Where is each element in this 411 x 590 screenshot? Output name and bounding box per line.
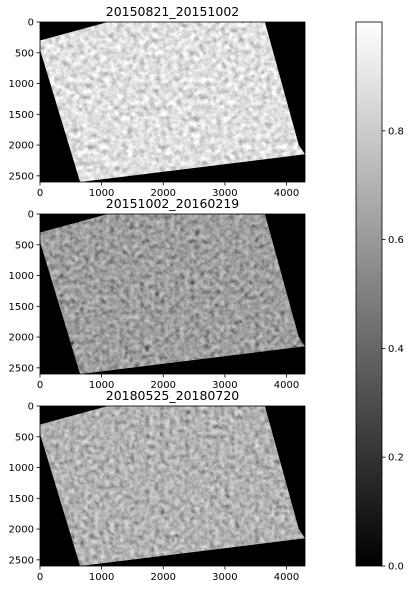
panel-3-title: 20180525_20180720 [106,388,240,403]
panel-2-y-axis: 0 500 1000 1500 2000 2500 [9,210,40,374]
panel-3-y-axis: 0 500 1000 1500 2000 2500 [9,402,40,566]
colorbar-tick-label: 0.2 [388,453,404,464]
panel-3-x-tick-label: 1000 [89,572,114,583]
panel-2-x-tick-label: 0 [37,380,43,391]
panel-3-y-tick-label: 2500 [9,555,34,566]
panel-2-y-tick-label: 1000 [9,271,34,282]
panel-1-y-axis: 0 500 1000 1500 2000 2500 [9,18,40,182]
panel-2-y-tick-label: 1500 [9,302,34,313]
panel-3-y-tick-label: 2000 [9,525,34,536]
panel-1-x-tick-label: 4000 [274,188,299,199]
panel-3-frame [39,405,306,567]
panel-2-x-tick-label: 3000 [212,380,237,391]
panel-1-x-tick-label: 3000 [212,188,237,199]
panel-1-footprint [40,22,305,182]
panel-1-y-tick-label: 500 [15,48,34,59]
panel-3-y-tick-label: 0 [28,402,34,413]
panel-2-y-tick-label: 0 [28,210,34,221]
panel-3-y-tick-label: 1000 [9,463,34,474]
panel-3-x-tick-label: 2000 [151,572,176,583]
colorbar-tick-label: 0.6 [388,235,404,246]
panel-1-frame [39,21,306,183]
panel-3-x-tick-label: 4000 [274,572,299,583]
colorbar-tick-label: 0.0 [388,562,404,573]
panel-2-x-tick-label: 2000 [151,380,176,391]
panel-1-title: 20150821_20151002 [106,4,240,19]
colorbar-tick-label: 0.4 [388,344,404,355]
panel-1-image [39,21,306,183]
panel-2: 20151002_20160219 0 1000 2000 3000 4000 0 500… [9,196,306,391]
panel-3-x-axis: 0 1000 2000 3000 4000 [37,566,299,583]
panel-2-y-tick-label: 2500 [9,363,34,374]
panel-2-y-tick-label: 500 [15,240,34,251]
panel-1-y-tick-label: 1500 [9,110,34,121]
panel-3-image [39,405,306,567]
panel-2-title: 20151002_20160219 [106,196,240,211]
panel-3-x-tick-label: 0 [37,572,43,583]
panel-2-x-axis: 0 1000 2000 3000 4000 [37,374,299,391]
colorbar: 0.0 0.2 0.4 0.6 0.8 [355,21,404,573]
panel-3-x-tick-label: 3000 [212,572,237,583]
panel-1-y-tick-label: 2500 [9,171,34,182]
panel-2-y-tick-label: 2000 [9,333,34,344]
colorbar-axis: 0.0 0.2 0.4 0.6 0.8 [382,126,404,573]
colorbar-tick-label: 0.8 [388,126,404,137]
panel-3: 20180525_20180720 0 1000 2000 3000 4000 0 500… [9,388,306,583]
panel-1-x-tick-label: 1000 [89,188,114,199]
panel-2-frame [39,213,306,375]
panel-2-x-tick-label: 1000 [89,380,114,391]
panel-3-footprint [40,406,305,566]
panel-1-x-tick-label: 2000 [151,188,176,199]
panel-1: 20150821_20151002 0 1000 2000 3000 4000 0 500… [9,4,306,199]
panel-1-x-axis: 0 1000 2000 3000 4000 [37,182,299,199]
panel-2-x-tick-label: 4000 [274,380,299,391]
colorbar-gradient [355,21,383,567]
panel-1-y-tick-label: 2000 [9,141,34,152]
panel-3-y-tick-label: 1500 [9,494,34,505]
panel-3-y-tick-label: 500 [15,432,34,443]
panel-2-footprint [40,214,305,374]
panel-2-image [39,213,306,375]
panel-1-y-tick-label: 1000 [9,79,34,90]
panel-1-y-tick-label: 0 [28,18,34,29]
panel-1-x-tick-label: 0 [37,188,43,199]
